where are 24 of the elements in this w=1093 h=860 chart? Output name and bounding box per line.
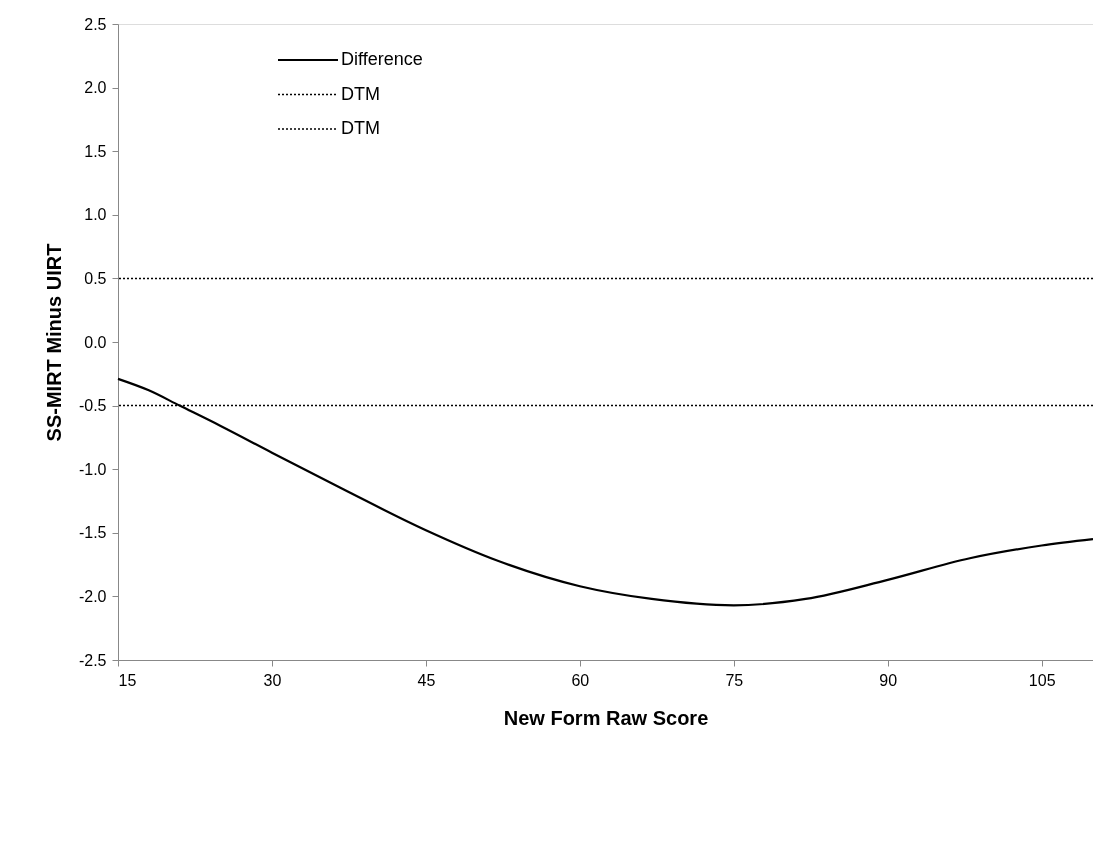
legend-label: DTM — [341, 83, 380, 104]
x-tick-label: 15 — [118, 671, 137, 689]
y-tick-label: -0.5 — [78, 397, 107, 415]
x-axis-title: New Form Raw Score — [503, 706, 709, 729]
y-tick-label: -2.5 — [78, 651, 107, 669]
legend-label: Difference — [341, 49, 423, 69]
legend-label: DTM — [341, 118, 380, 138]
y-tick-label: -1.5 — [78, 524, 107, 542]
y-axis-title: SS-MIRT Minus UIRT — [42, 243, 65, 442]
y-tick-label: 1.5 — [84, 142, 107, 160]
x-tick-label: 105 — [1028, 671, 1056, 689]
y-tick-label: 2.0 — [84, 79, 107, 97]
x-tick-label: 45 — [417, 671, 436, 689]
y-tick-label: -1.0 — [78, 460, 107, 478]
y-tick-label: 0.0 — [84, 333, 107, 351]
y-tick-label: -2.0 — [78, 587, 107, 605]
x-tick-label: 30 — [263, 671, 282, 689]
line-series — [116, 377, 1093, 607]
x-tick-label: 60 — [571, 671, 590, 689]
y-tick-label: 2.5 — [84, 15, 107, 33]
x-tick-label: 75 — [725, 671, 744, 689]
y-tick-label: 0.5 — [84, 269, 107, 287]
y-tick-label: 1.0 — [84, 206, 107, 224]
x-tick-label: 90 — [879, 671, 898, 689]
